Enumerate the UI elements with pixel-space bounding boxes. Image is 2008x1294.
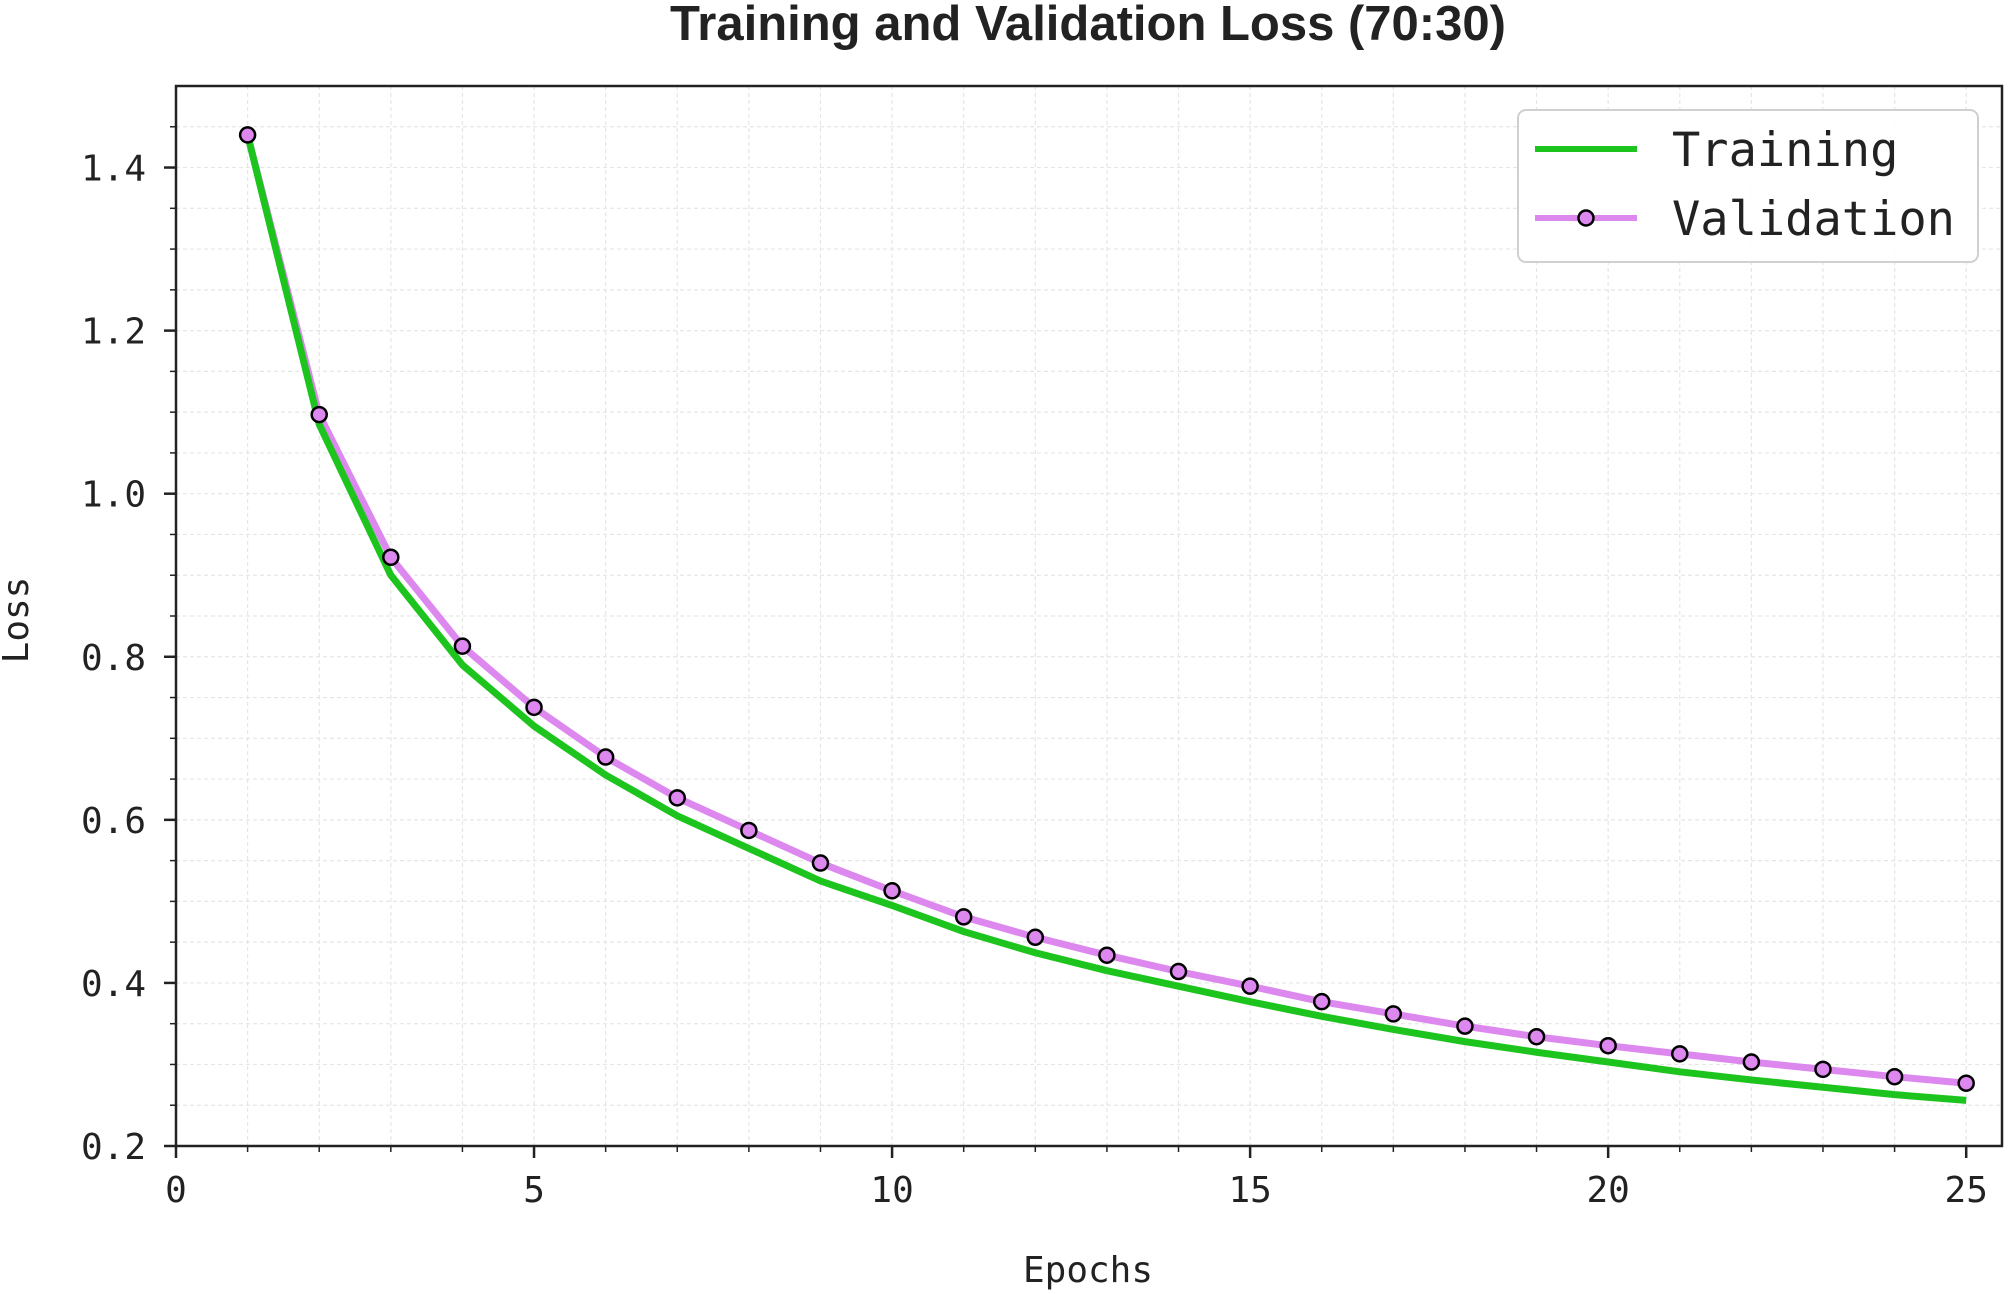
data-point-validation (740, 821, 758, 840)
x-tick-label: 10 (870, 1170, 913, 1211)
data-point-validation (1527, 1027, 1546, 1046)
data-point-validation (1885, 1067, 1904, 1086)
legend-validation-label: Validation (1672, 192, 1955, 247)
data-point-validation (811, 854, 830, 872)
axis-ticks: 0 5 10 15 20 25 0.2 0.4 0.6 0.8 1.0 1.2 1.4 (81, 126, 1988, 1211)
x-tick-label: 25 (1945, 1170, 1988, 1211)
x-axis-label: Epochs (1023, 1250, 1153, 1291)
data-point-validation (1742, 1053, 1761, 1071)
data-point-validation (453, 637, 472, 655)
y-tick-label: 0.8 (81, 638, 146, 679)
y-tick-label: 1.0 (81, 475, 146, 516)
data-point-validation (525, 698, 543, 717)
legend-validation-marker (1577, 209, 1595, 227)
x-tick-label: 20 (1586, 1170, 1629, 1211)
data-point-validation (310, 405, 328, 424)
data-point-validation (382, 548, 400, 567)
y-tick-label: 1.4 (81, 149, 146, 190)
legend-training-label: Training (1672, 123, 1898, 178)
data-point-validation (238, 126, 257, 144)
y-tick-label: 1.2 (81, 312, 146, 353)
y-tick-label: 0.4 (81, 964, 146, 1005)
y-axis-label: Loss (0, 577, 37, 664)
x-tick-label: 0 (165, 1170, 187, 1211)
data-point-validation (1814, 1060, 1832, 1079)
y-tick-label: 0.6 (81, 801, 146, 842)
data-point-validation (1169, 962, 1188, 981)
plot-frame (174, 84, 2004, 1148)
data-point-validation (1599, 1036, 1617, 1055)
data-point-validation (1671, 1045, 1689, 1063)
data-point-validation (1312, 992, 1331, 1011)
data-point-validation (596, 748, 615, 766)
series-line-training (244, 134, 1967, 1104)
data-point-validation (1384, 1005, 1403, 1023)
data-point-validation (1026, 928, 1045, 947)
data-point-validation (954, 908, 973, 926)
data-point-validation (1957, 1074, 1975, 1092)
data-point-validation (883, 882, 901, 900)
x-tick-label: 15 (1228, 1170, 1271, 1211)
legend: Training Validation (1517, 109, 1979, 263)
x-tick-label: 5 (523, 1170, 545, 1211)
y-tick-label: 0.2 (81, 1127, 146, 1168)
data-point-validation (1241, 977, 1259, 995)
data-point-validation (1456, 1017, 1474, 1035)
series-layer (238, 126, 1975, 1104)
data-point-validation (1098, 946, 1116, 964)
data-point-validation (668, 789, 687, 807)
chart-title: Training and Validation Loss (70:30) (670, 0, 1506, 51)
